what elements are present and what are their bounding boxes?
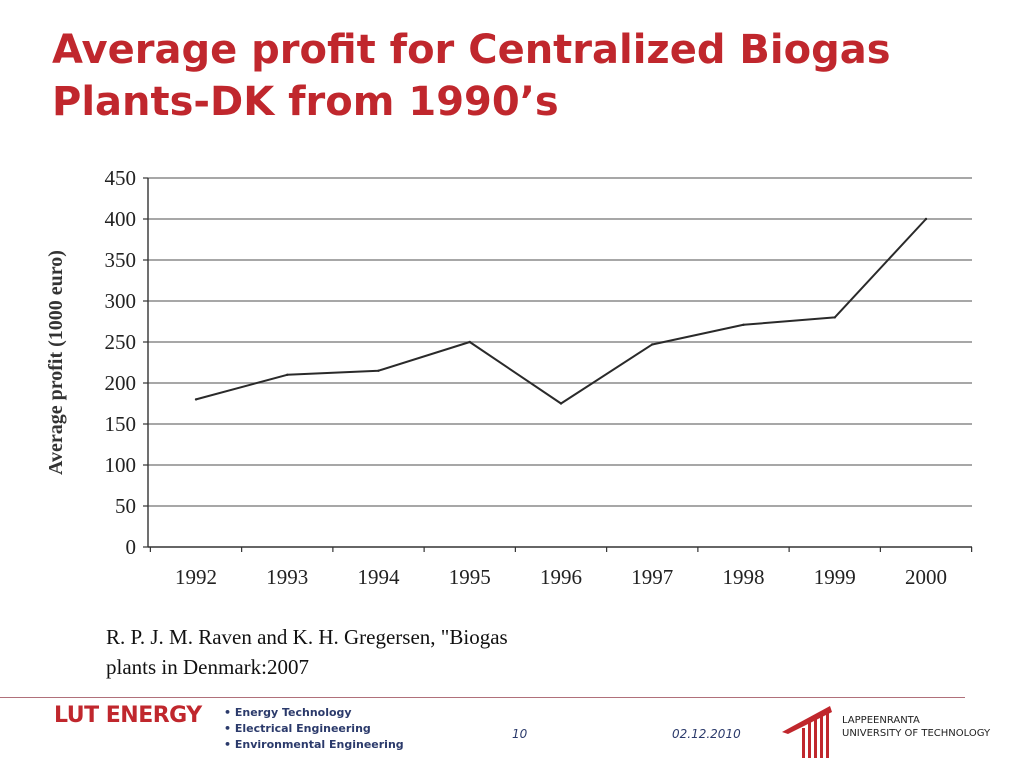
y-tick-label: 200 bbox=[105, 371, 137, 395]
y-tick-label: 100 bbox=[105, 453, 137, 477]
x-tick-labels: 1992 1993 1994 1995 1996 1997 1998 1999 2000 bbox=[175, 565, 947, 589]
data-point bbox=[925, 218, 927, 220]
slide-title-line-1: Average profit for Centralized Biogas bbox=[52, 24, 1002, 76]
x-tick-label: 1996 bbox=[540, 565, 582, 589]
x-tick-label: 1994 bbox=[358, 565, 401, 589]
slide-title: Average profit for Centralized Biogas Pl… bbox=[52, 24, 1002, 128]
grid-lines bbox=[148, 178, 972, 506]
university-name-line-2: UNIVERSITY OF TECHNOLOGY bbox=[842, 727, 990, 740]
x-tick-label: 1993 bbox=[266, 565, 308, 589]
footer-divider bbox=[0, 697, 965, 698]
y-axis-title: Average profit (1000 euro) bbox=[45, 250, 67, 475]
series bbox=[195, 218, 927, 405]
x-tick-label: 1999 bbox=[814, 565, 856, 589]
series-line bbox=[196, 219, 926, 404]
y-tick-label: 450 bbox=[105, 166, 137, 190]
data-point bbox=[560, 402, 562, 404]
department-item: Environmental Engineering bbox=[224, 737, 404, 753]
lut-energy-logo: LUT ENERGY bbox=[54, 703, 202, 728]
data-point bbox=[377, 370, 379, 372]
university-name: LAPPEENRANTA UNIVERSITY OF TECHNOLOGY bbox=[842, 714, 990, 740]
line-chart: 0 50 100 150 200 250 300 350 400 450 1992 1993 1994… bbox=[40, 160, 990, 610]
page-number: 10 bbox=[512, 727, 527, 741]
y-tick-label: 400 bbox=[105, 207, 137, 231]
data-point bbox=[286, 374, 288, 376]
citation-line-1: R. P. J. M. Raven and K. H. Gregersen, "… bbox=[106, 622, 626, 652]
y-tick-label: 250 bbox=[105, 330, 137, 354]
department-item: Energy Technology bbox=[224, 705, 404, 721]
x-tick-label: 1997 bbox=[631, 565, 673, 589]
data-point bbox=[834, 316, 836, 318]
citation: R. P. J. M. Raven and K. H. Gregersen, "… bbox=[106, 622, 626, 682]
y-tick-label: 50 bbox=[115, 494, 136, 518]
data-point bbox=[469, 341, 471, 343]
y-tick-label: 350 bbox=[105, 248, 137, 272]
x-tick-label: 1995 bbox=[449, 565, 491, 589]
university-name-line-1: LAPPEENRANTA bbox=[842, 714, 990, 727]
data-point bbox=[651, 343, 653, 345]
y-tick-label: 0 bbox=[126, 535, 137, 559]
citation-line-2: plants in Denmark:2007 bbox=[106, 652, 626, 682]
x-tick-label: 1998 bbox=[723, 565, 765, 589]
y-tick-label: 300 bbox=[105, 289, 137, 313]
axes bbox=[143, 178, 972, 552]
department-item: Electrical Engineering bbox=[224, 721, 404, 737]
y-tick-label: 150 bbox=[105, 412, 137, 436]
slide-date: 02.12.2010 bbox=[672, 727, 741, 741]
x-tick-label: 2000 bbox=[905, 565, 947, 589]
data-point bbox=[195, 398, 197, 400]
university-emblem-icon bbox=[780, 702, 836, 760]
y-tick-labels: 0 50 100 150 200 250 300 350 400 450 bbox=[105, 166, 137, 559]
department-list: Energy Technology Electrical Engineering… bbox=[224, 705, 404, 753]
x-tick-label: 1992 bbox=[175, 565, 217, 589]
slide-title-line-2: Plants-DK from 1990’s bbox=[52, 76, 1002, 128]
data-point bbox=[742, 324, 744, 326]
